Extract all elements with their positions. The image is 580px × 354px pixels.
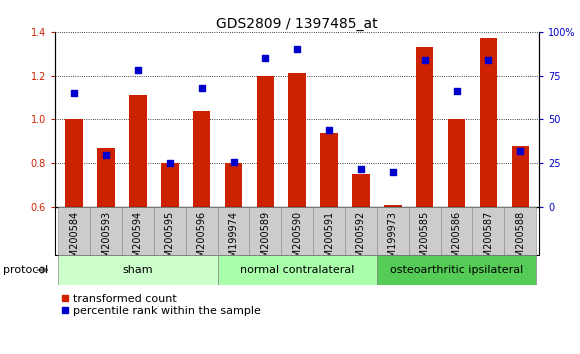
Bar — [377, 207, 409, 255]
Text: GSM199973: GSM199973 — [388, 211, 398, 270]
Bar — [97, 148, 115, 207]
Bar — [161, 163, 179, 207]
Bar — [154, 207, 186, 255]
Bar — [288, 74, 306, 207]
Text: GSM200595: GSM200595 — [165, 211, 175, 270]
Bar — [480, 39, 497, 207]
Bar — [58, 207, 90, 255]
Bar — [225, 163, 242, 207]
Point — [420, 57, 429, 63]
Point — [229, 159, 238, 164]
Text: GSM200594: GSM200594 — [133, 211, 143, 270]
Point — [133, 68, 143, 73]
Text: sham: sham — [122, 265, 153, 275]
Bar — [320, 133, 338, 207]
Text: GSM200591: GSM200591 — [324, 211, 334, 270]
Text: GSM199974: GSM199974 — [229, 211, 238, 270]
Bar — [281, 207, 313, 255]
Text: GSM200589: GSM200589 — [260, 211, 270, 270]
Point — [388, 169, 397, 175]
Point — [484, 57, 493, 63]
Point — [516, 148, 525, 154]
Text: GSM200588: GSM200588 — [515, 211, 525, 270]
Bar — [256, 76, 274, 207]
Bar — [249, 207, 281, 255]
Bar — [313, 207, 345, 255]
Point — [197, 85, 206, 91]
Point — [356, 166, 365, 171]
Bar — [352, 174, 369, 207]
Title: GDS2809 / 1397485_at: GDS2809 / 1397485_at — [216, 17, 378, 31]
Bar — [505, 207, 536, 255]
Text: GSM200585: GSM200585 — [420, 211, 430, 270]
Bar — [409, 207, 441, 255]
Bar — [448, 120, 465, 207]
Bar — [58, 255, 218, 285]
Text: normal contralateral: normal contralateral — [240, 265, 354, 275]
Point — [70, 90, 79, 96]
Bar — [345, 207, 377, 255]
Text: protocol: protocol — [3, 265, 48, 275]
Text: GSM200592: GSM200592 — [356, 211, 366, 270]
Bar — [122, 207, 154, 255]
Bar — [218, 255, 377, 285]
Point — [452, 88, 461, 94]
Text: GSM200593: GSM200593 — [101, 211, 111, 270]
Text: GSM200584: GSM200584 — [69, 211, 79, 270]
Text: GSM200586: GSM200586 — [452, 211, 462, 270]
Bar — [193, 111, 211, 207]
Bar — [473, 207, 505, 255]
Bar — [441, 207, 473, 255]
Point — [261, 55, 270, 61]
Bar — [416, 47, 433, 207]
Bar — [377, 255, 536, 285]
Point — [165, 160, 175, 166]
Bar — [384, 205, 401, 207]
Bar — [129, 95, 147, 207]
Bar — [512, 146, 529, 207]
Point — [292, 47, 302, 52]
Text: GSM200590: GSM200590 — [292, 211, 302, 270]
Text: GSM200587: GSM200587 — [483, 211, 494, 270]
Bar — [186, 207, 218, 255]
Point — [324, 127, 334, 133]
Bar — [218, 207, 249, 255]
Text: GSM200596: GSM200596 — [197, 211, 206, 270]
Bar — [90, 207, 122, 255]
Legend: transformed count, percentile rank within the sample: transformed count, percentile rank withi… — [61, 294, 261, 316]
Text: osteoarthritic ipsilateral: osteoarthritic ipsilateral — [390, 265, 523, 275]
Point — [102, 152, 111, 157]
Bar — [66, 120, 83, 207]
